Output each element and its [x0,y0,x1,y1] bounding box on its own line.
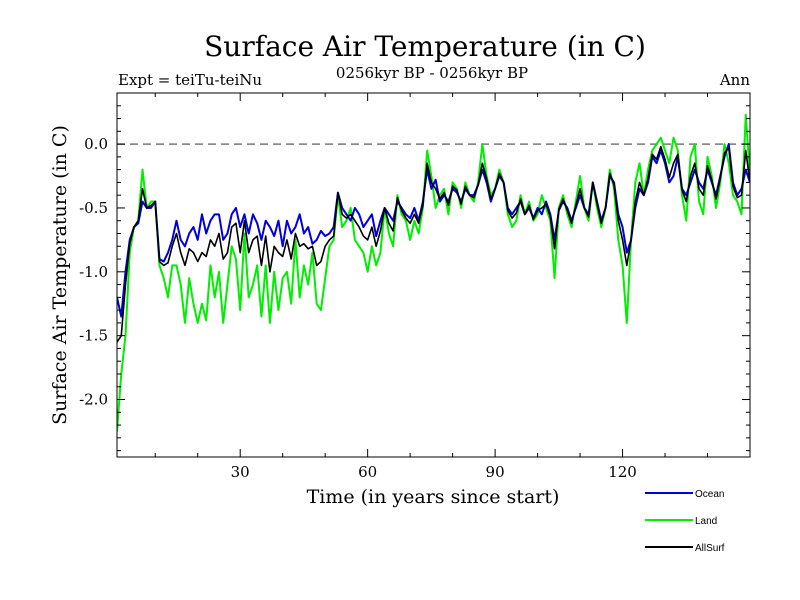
y-tick-label: -1.0 [79,263,108,281]
series-line-allsurf [117,145,750,343]
chart-title: Surface Air Temperature (in C) [204,30,646,63]
plot-area [117,113,750,432]
y-tick-label: -1.5 [79,327,108,345]
season-label: Ann [719,71,750,89]
x-tick-label: 90 [486,463,505,481]
x-tick-label: 120 [608,463,637,481]
legend: Ocean Land AllSurf [645,489,725,554]
y-axis-ticks: 0.0 -0.5 -1.0 -1.5 -2.0 [79,105,750,452]
legend-label-ocean: Ocean [695,489,724,500]
y-axis-label: Surface Air Temperature (in C) [49,125,71,425]
x-tick-label: 30 [231,463,250,481]
series-line-ocean [117,143,750,318]
x-axis-label: Time (in years since start) [307,486,560,508]
experiment-label: Expt = teiTu-teiNu [118,71,262,89]
x-axis-ticks: 30 60 90 120 [154,93,709,481]
y-tick-label: 0.0 [84,135,108,153]
chart-subtitle: 0256kyr BP - 0256kyr BP [336,64,528,82]
legend-label-allsurf: AllSurf [695,543,725,554]
y-tick-label: -0.5 [79,199,108,217]
legend-label-land: Land [695,516,717,527]
y-tick-label: -2.0 [79,391,108,409]
x-tick-label: 60 [358,463,377,481]
plot-frame [116,92,751,458]
